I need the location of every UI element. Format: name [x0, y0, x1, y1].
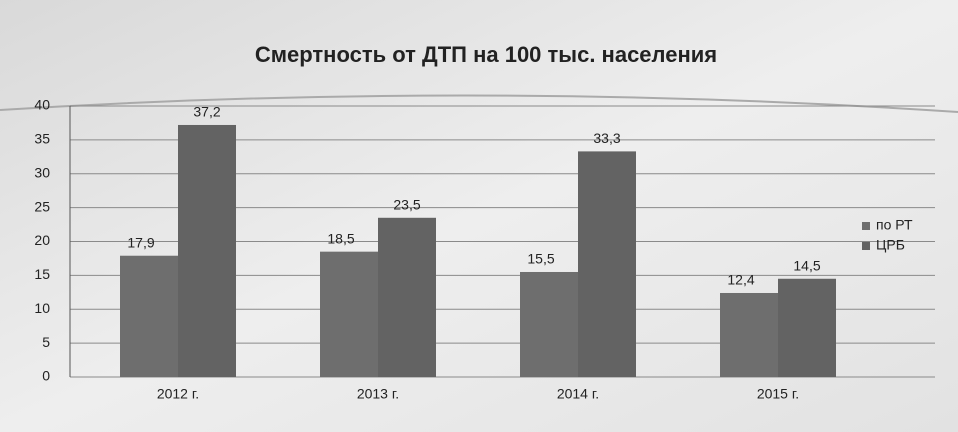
y-tick-label: 15 — [34, 266, 50, 282]
legend-label: по РТ — [876, 217, 913, 233]
data-label: 15,5 — [527, 251, 554, 267]
y-tick-label: 20 — [34, 232, 50, 248]
y-tick-label: 35 — [34, 131, 50, 147]
y-tick-label: 25 — [34, 198, 50, 214]
bar — [320, 251, 378, 377]
chart-title: Смертность от ДТП на 100 тыс. населения — [255, 42, 717, 67]
bar — [578, 151, 636, 377]
bar — [520, 271, 578, 377]
y-tick-label: 40 — [34, 97, 50, 113]
legend-swatch — [862, 242, 870, 250]
data-label: 14,5 — [793, 257, 820, 273]
decor-curve — [0, 94, 958, 113]
y-tick-label: 0 — [42, 368, 50, 384]
data-label: 17,9 — [127, 234, 154, 250]
bar — [720, 292, 778, 377]
x-tick-label: 2012 г. — [157, 386, 199, 402]
data-label: 12,4 — [727, 272, 754, 288]
x-tick-label: 2014 г. — [557, 386, 599, 402]
data-label: 33,3 — [593, 130, 620, 146]
y-tick-label: 5 — [42, 334, 50, 350]
legend-swatch — [862, 222, 870, 230]
data-label: 18,5 — [327, 230, 354, 246]
bar — [178, 124, 236, 377]
legend-label: ЦРБ — [876, 237, 905, 253]
bar — [778, 278, 836, 377]
y-tick-label: 10 — [34, 300, 50, 316]
bar — [120, 255, 178, 377]
data-label: 23,5 — [393, 196, 420, 212]
data-label: 37,2 — [193, 104, 220, 120]
x-tick-label: 2015 г. — [757, 386, 799, 402]
x-tick-label: 2013 г. — [357, 386, 399, 402]
y-tick-label: 30 — [34, 164, 50, 180]
bar — [378, 217, 436, 377]
